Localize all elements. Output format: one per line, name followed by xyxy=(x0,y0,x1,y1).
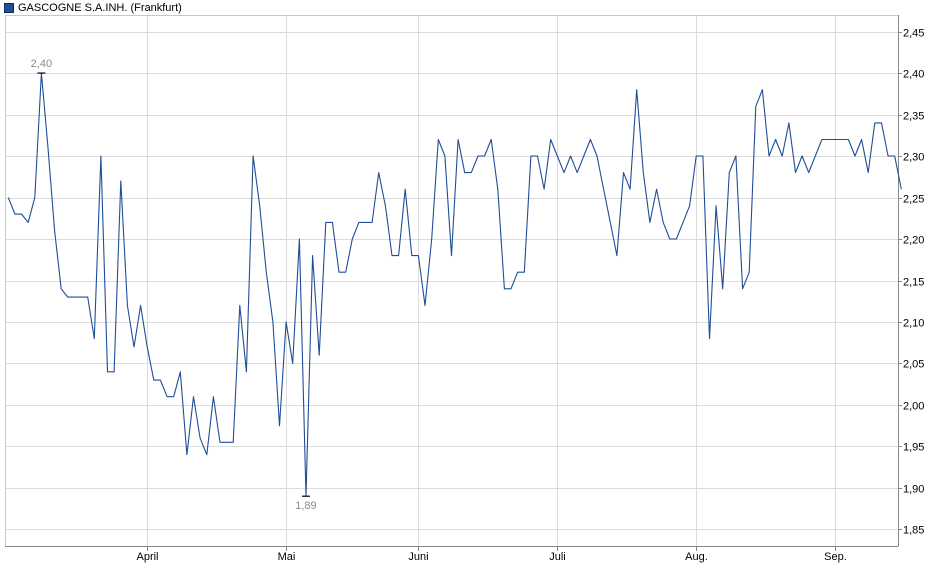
y-tick-label: 2,30 xyxy=(903,152,924,164)
plot-area xyxy=(5,15,898,546)
annotations: 2,40 1,89 xyxy=(31,58,317,512)
y-tick-label: 2,20 xyxy=(903,235,924,247)
max-label: 2,40 xyxy=(31,58,52,70)
x-tick-label: April xyxy=(136,551,158,563)
axes xyxy=(5,15,902,551)
y-tick-label: 2,40 xyxy=(903,69,924,81)
grid xyxy=(5,15,898,546)
x-tick-label: Sep. xyxy=(824,551,847,563)
x-tick-label: Aug. xyxy=(685,551,708,563)
y-tick-label: 1,90 xyxy=(903,484,924,496)
y-axis-labels: 2,45 2,40 2,35 2,30 2,25 2,20 2,15 2,10 2,05 2,00… xyxy=(903,28,924,537)
y-tick-label: 2,05 xyxy=(903,359,924,371)
y-tick-label: 1,95 xyxy=(903,442,924,454)
y-tick-label: 1,85 xyxy=(903,525,924,537)
min-label: 1,89 xyxy=(295,500,316,512)
x-axis-labels: April Mai Juni Juli Aug. Sep. xyxy=(136,551,846,563)
x-tick-label: Juni xyxy=(408,551,428,563)
x-tick-label: Juli xyxy=(549,551,566,563)
legend-label: GASCOGNE S.A.INH. (Frankfurt) xyxy=(18,2,182,14)
y-tick-label: 2,15 xyxy=(903,277,924,289)
series-line xyxy=(7,72,902,497)
y-tick-label: 2,25 xyxy=(903,194,924,206)
y-tick-label: 2,00 xyxy=(903,401,924,413)
chart-legend: GASCOGNE S.A.INH. (Frankfurt) xyxy=(4,1,182,15)
y-tick-label: 2,10 xyxy=(903,318,924,330)
x-tick-label: Mai xyxy=(278,551,296,563)
legend-swatch xyxy=(4,3,14,13)
series xyxy=(7,72,902,497)
y-tick-label: 2,45 xyxy=(903,28,924,40)
y-tick-label: 2,35 xyxy=(903,111,924,123)
